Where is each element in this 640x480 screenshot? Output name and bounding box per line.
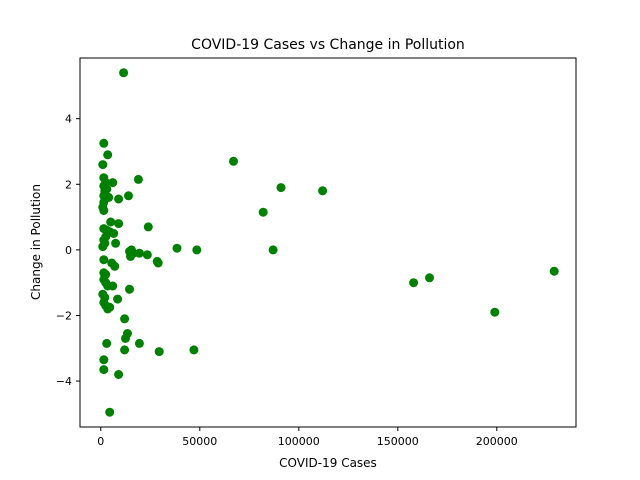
data-point [109, 229, 119, 238]
data-point [425, 273, 434, 283]
data-point [99, 255, 109, 265]
x-tick-label: 0 [97, 435, 104, 448]
data-point [189, 345, 199, 355]
x-tick-label: 50000 [182, 435, 217, 448]
data-point [172, 243, 182, 253]
data-point [276, 183, 286, 193]
data-point [98, 160, 108, 170]
y-tick-label: 0 [65, 244, 72, 257]
data-point [99, 138, 109, 148]
data-point [114, 370, 124, 379]
data-point [99, 355, 109, 365]
data-point [114, 219, 124, 229]
data-point [114, 194, 124, 204]
data-point [110, 261, 120, 271]
data-point [268, 245, 278, 255]
data-point [549, 266, 559, 276]
data-point [134, 338, 144, 348]
data-point [318, 186, 328, 196]
data-point [106, 217, 116, 227]
y-tick-label: 2 [65, 178, 72, 191]
data-point [127, 245, 136, 255]
data-point [124, 191, 133, 201]
x-tick-label: 100000 [278, 435, 320, 448]
data-point [99, 206, 109, 215]
data-point [102, 338, 112, 348]
data-point [143, 222, 153, 232]
data-point [490, 307, 500, 317]
data-point [154, 347, 164, 357]
data-point [134, 248, 144, 258]
data-point [99, 365, 109, 375]
data-point [153, 258, 163, 268]
data-point [119, 68, 129, 78]
data-point [133, 174, 143, 184]
data-point [142, 250, 152, 260]
data-point [98, 242, 108, 252]
y-tick-label: 4 [65, 113, 72, 126]
y-axis-label: Change in Pollution [29, 184, 43, 300]
data-point [103, 150, 113, 160]
y-tick-label: −2 [56, 309, 72, 322]
x-axis-label: COVID-19 Cases [279, 456, 377, 470]
x-tick-label: 150000 [377, 435, 419, 448]
data-point [120, 314, 130, 324]
x-tick-label: 200000 [476, 435, 518, 448]
data-point [121, 333, 130, 343]
plot-frame [79, 57, 577, 428]
data-point [258, 207, 268, 217]
y-tick-label: −4 [56, 375, 72, 388]
data-point [108, 281, 118, 291]
axis-ticks: 0 50000 100000 150000 200000 −4 −2 0 2 4 [56, 113, 518, 448]
data-point [105, 407, 115, 417]
data-point [113, 294, 123, 304]
data-point [125, 284, 134, 294]
data-point [108, 178, 118, 188]
data-point [111, 238, 121, 248]
data-point [105, 302, 115, 312]
data-point [192, 245, 202, 255]
data-point [409, 278, 419, 288]
data-point [229, 156, 238, 166]
data-point [120, 345, 130, 355]
data-points [98, 68, 559, 417]
chart-title: COVID-19 Cases vs Change in Pollution [191, 37, 465, 53]
